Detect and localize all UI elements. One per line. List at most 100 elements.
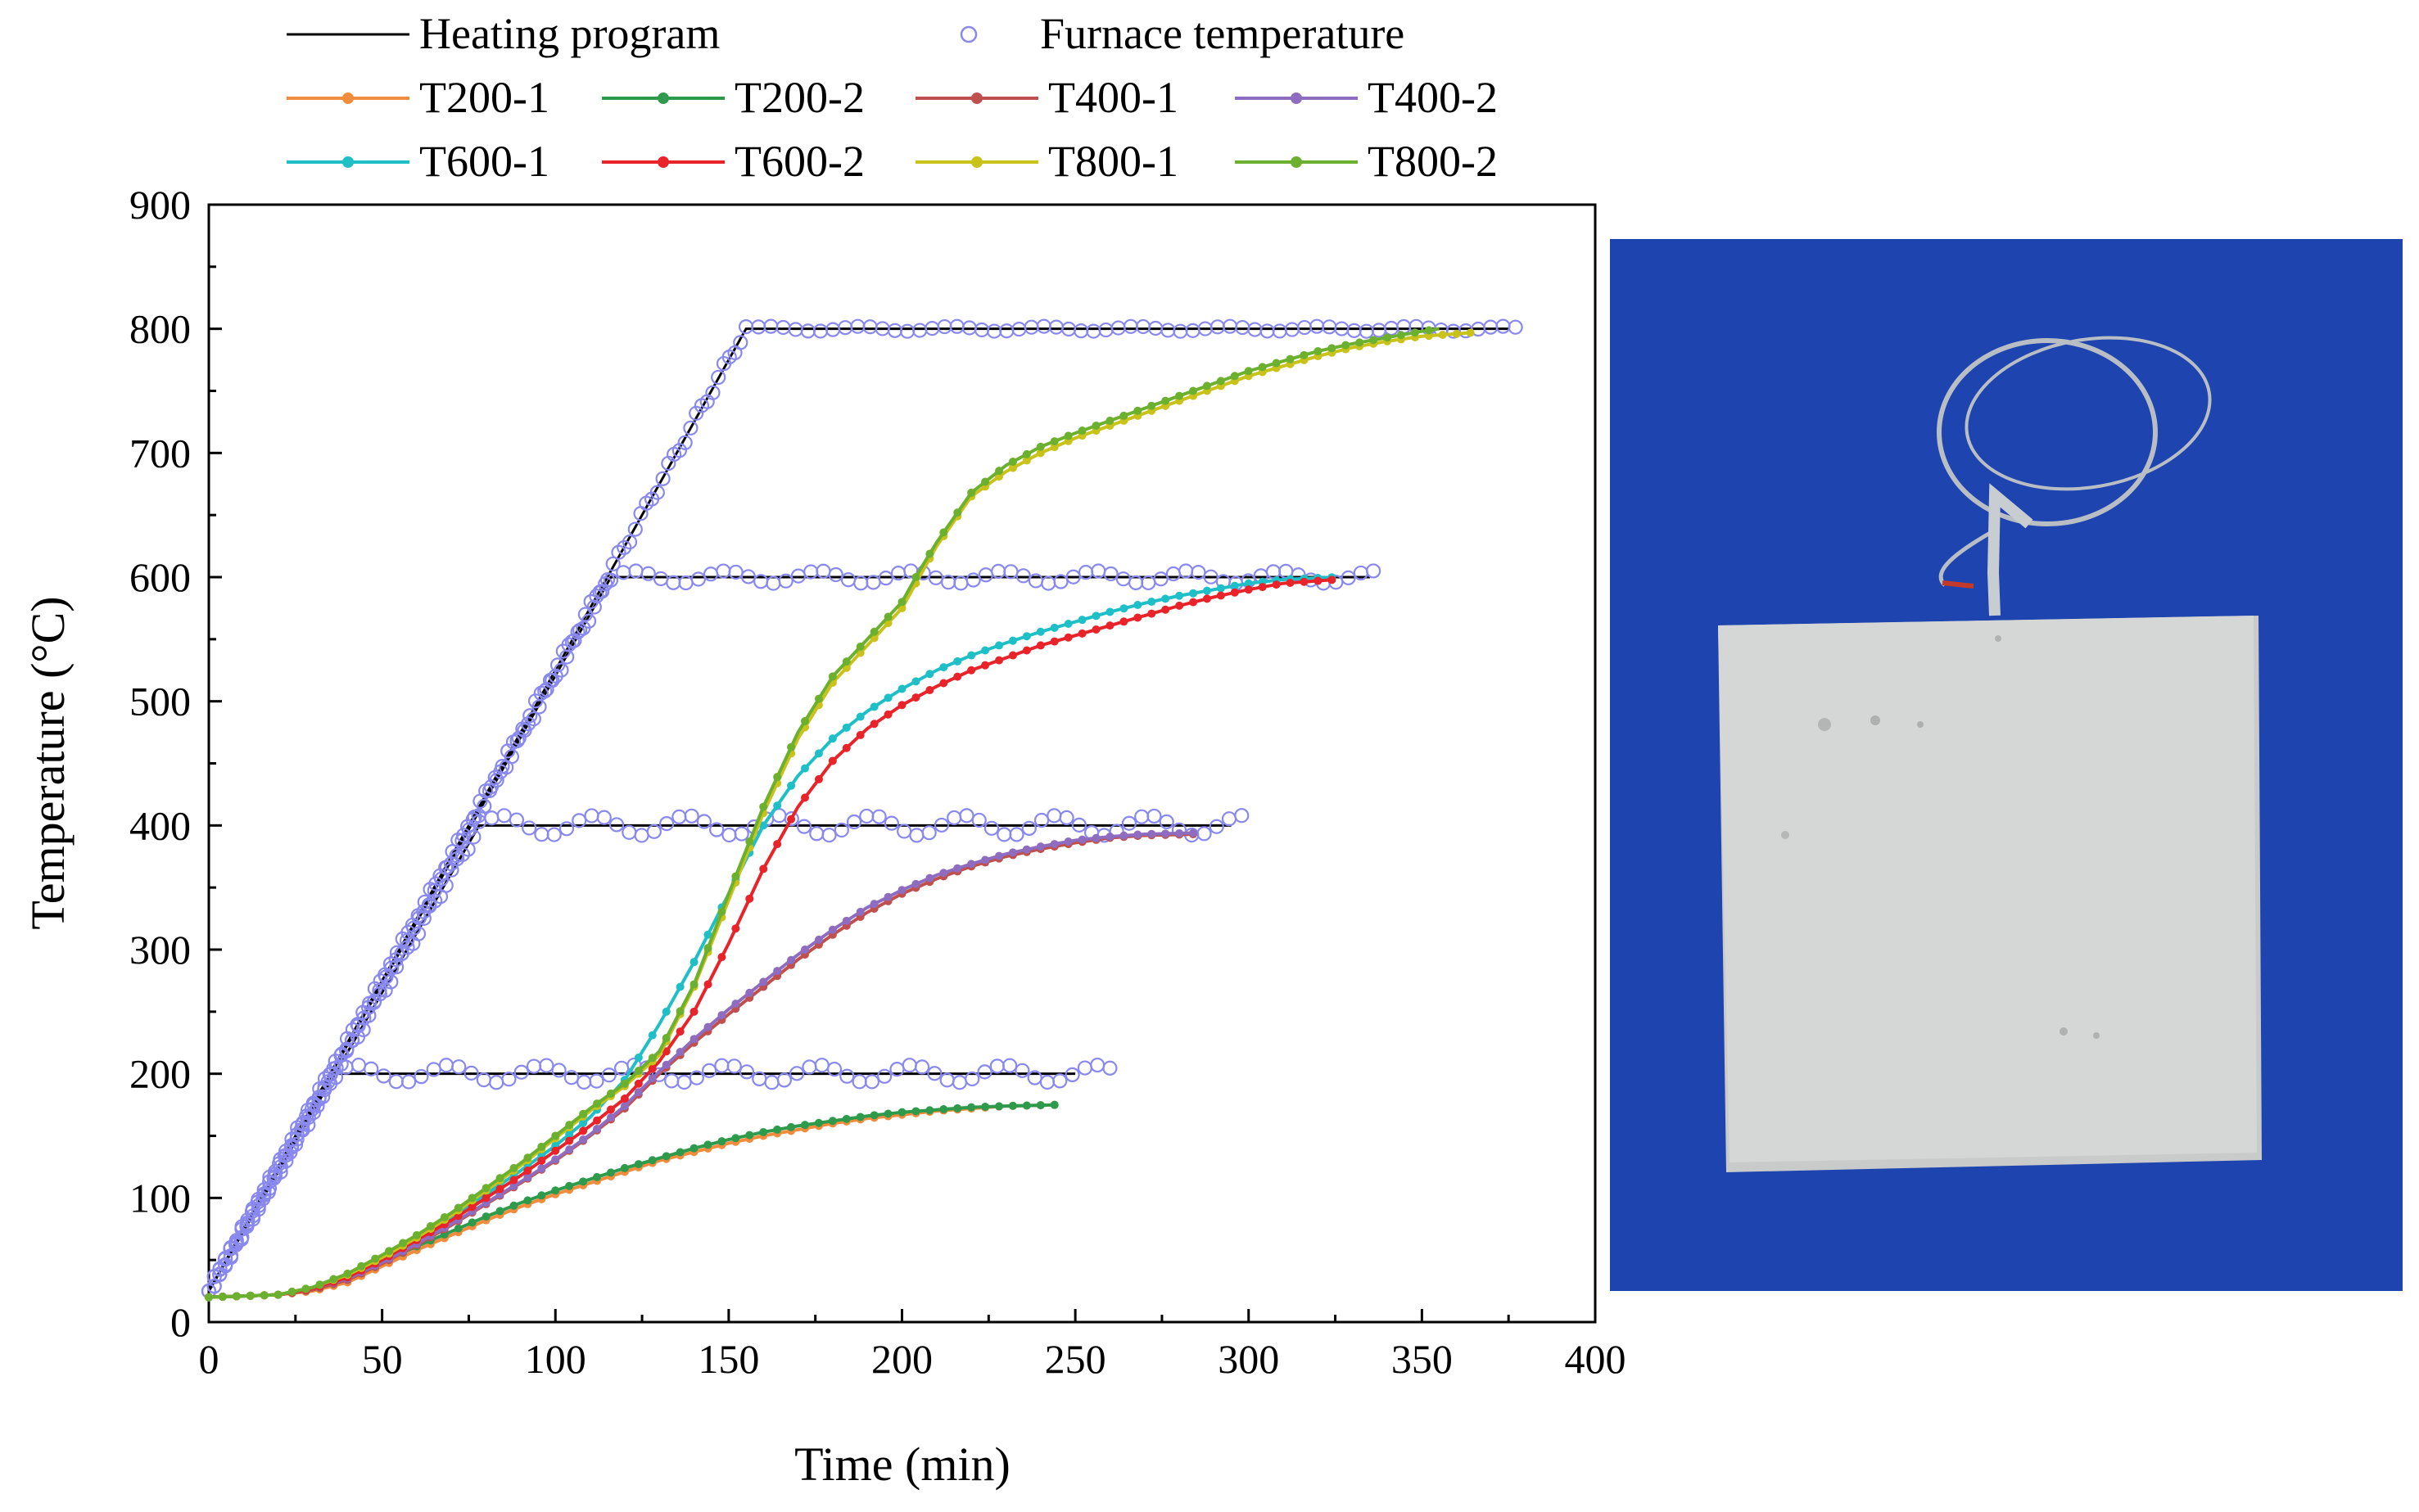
furnace-marker [577,607,594,622]
series-marker [1022,449,1031,458]
furnace-marker [877,1068,893,1084]
furnace-marker [1191,565,1206,580]
series-marker [1050,437,1059,446]
series-marker [690,958,699,967]
series-marker [1216,584,1225,593]
series-marker [523,1196,532,1205]
furnace-marker [551,1063,567,1078]
series-marker [870,720,879,729]
y-tick-label: 400 [129,802,191,848]
series-marker [676,982,685,991]
series-marker [842,916,851,925]
series-marker [1189,386,1198,395]
furnace-marker [306,1097,322,1113]
legend-swatch-marker [342,93,354,104]
series-marker [1119,411,1128,420]
series-marker [676,1027,685,1036]
series-marker [648,1074,657,1083]
series-marker [787,955,796,964]
series-marker [1424,326,1433,335]
furnace-marker [776,1072,792,1088]
series-marker [482,1194,491,1203]
series-marker [745,894,754,903]
furnace-marker [449,848,464,864]
series-marker [606,1113,615,1122]
series-marker [648,1031,657,1040]
series-marker [745,988,754,997]
series-marker [301,1284,310,1293]
specimen-photo [1610,239,2403,1291]
series-marker [1022,845,1031,854]
furnace-marker [608,817,625,833]
series-marker [634,1160,643,1169]
furnace-marker [828,566,843,583]
series-marker [1147,401,1156,410]
series-marker [1008,848,1017,857]
series-marker [634,1079,643,1088]
series-marker [842,1114,851,1123]
series-marker [981,1103,990,1112]
series-marker [482,1212,491,1221]
furnace-marker [456,828,472,843]
series-marker [620,1163,629,1172]
thermocouple-wire [1938,530,1993,587]
legend-label: T200-1 [419,73,549,122]
furnace-marker [834,822,849,838]
series-marker [412,1230,421,1239]
series-marker [1133,406,1142,415]
series-marker [1313,346,1323,355]
furnace-marker [545,673,560,688]
series-marker [1036,641,1045,650]
series-marker [1258,583,1267,592]
series-marker [1189,598,1198,607]
series-marker [1106,621,1115,630]
series-marker [1064,620,1073,629]
furnace-marker [784,811,799,827]
series-marker [399,1239,408,1248]
legend-swatch-marker [1291,93,1302,104]
furnace-marker [734,826,749,842]
series-marker [981,661,990,670]
series-marker [1216,377,1225,386]
furnace-marker [1059,810,1074,825]
series-marker [260,1291,269,1300]
series-marker [1244,579,1253,588]
series-marker [717,1011,726,1020]
series-marker [620,1079,629,1088]
series-marker [662,1060,671,1069]
series-marker [939,528,948,537]
series-marker [925,873,934,882]
furnace-marker [1053,574,1069,589]
series-marker [911,879,920,888]
surface-pore [1870,715,1880,725]
series-marker [939,1105,948,1114]
thermocouple-probe [1987,483,2033,616]
series-marker [690,1035,699,1044]
series-marker [842,723,851,732]
series-marker [1092,625,1101,634]
thermocouple [1937,336,2212,616]
series-marker [773,773,782,782]
series-marker [606,1168,615,1177]
series-marker [925,1106,934,1115]
furnace-marker [414,1069,429,1085]
series-marker [898,701,907,710]
series-marker [232,1292,241,1301]
series-marker [717,953,726,962]
furnace-marker [740,569,756,584]
legend-label: T600-2 [735,137,865,186]
legend-swatch-marker [658,93,669,104]
furnace-marker [1009,827,1024,842]
x-tick-label: 350 [1391,1336,1453,1382]
furnace-marker [914,1059,930,1075]
furnace-marker [334,1046,350,1062]
series-marker [828,1117,837,1126]
series-marker [1161,594,1170,603]
series-marker [1092,612,1101,621]
series-marker [606,1089,615,1098]
furnace-marker [467,809,482,825]
series-marker [884,612,893,621]
furnace-marker [711,369,726,386]
series-marker [1106,607,1115,616]
series-marker [440,1212,449,1221]
